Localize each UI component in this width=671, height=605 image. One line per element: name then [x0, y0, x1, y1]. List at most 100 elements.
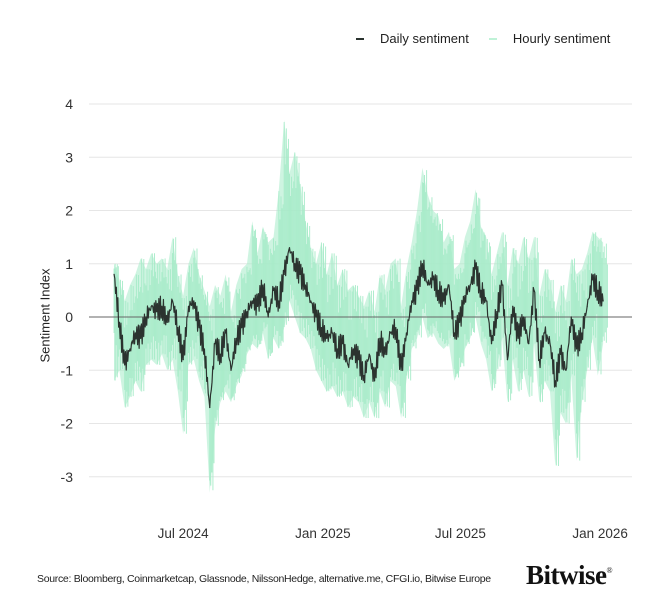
- legend-item-daily: Daily sentiment: [356, 31, 469, 46]
- daily-point: [368, 353, 370, 355]
- y-tick-label: 1: [65, 256, 73, 272]
- daily-point: [315, 316, 317, 318]
- daily-point: [549, 343, 551, 345]
- daily-point: [347, 364, 349, 366]
- y-tick-label: 4: [65, 96, 73, 112]
- legend-label-hourly: Hourly sentiment: [512, 31, 611, 46]
- daily-point: [411, 300, 413, 302]
- daily-point: [161, 305, 163, 307]
- daily-point: [140, 337, 142, 339]
- daily-point: [134, 332, 136, 334]
- daily-point: [177, 327, 179, 329]
- daily-point: [501, 284, 503, 286]
- daily-point: [150, 305, 152, 307]
- x-tick-label: Jul 2024: [158, 526, 210, 541]
- daily-point: [358, 359, 360, 361]
- source-note: Source: Bloomberg, Coinmarketcap, Glassn…: [37, 573, 491, 585]
- y-tick-labels: 4 3 2 1 0 -1 -2 -3: [61, 96, 74, 485]
- y-tick-label: -2: [61, 416, 74, 432]
- daily-point: [469, 284, 471, 286]
- daily-series: [113, 247, 604, 409]
- daily-point: [198, 327, 200, 329]
- daily-point: [453, 332, 455, 334]
- daily-point: [246, 311, 248, 313]
- daily-point: [597, 289, 599, 291]
- y-tick-label: -1: [61, 362, 74, 378]
- daily-point: [379, 337, 381, 339]
- daily-point: [182, 359, 184, 361]
- daily-point: [586, 305, 588, 307]
- daily-point: [432, 279, 434, 281]
- daily-point: [602, 300, 604, 302]
- daily-point: [278, 300, 280, 302]
- daily-point: [342, 343, 344, 345]
- logo-text: Bitwise: [526, 560, 607, 590]
- daily-point: [373, 380, 376, 382]
- daily-point: [187, 305, 190, 307]
- daily-point: [193, 300, 195, 302]
- daily-point: [326, 337, 328, 339]
- daily-point: [591, 279, 594, 281]
- daily-point: [209, 406, 211, 409]
- daily-point: [129, 348, 131, 350]
- daily-point: [416, 289, 418, 291]
- daily-point: [214, 343, 216, 345]
- daily-point: [560, 353, 562, 355]
- daily-point: [267, 316, 269, 318]
- daily-point: [118, 321, 120, 323]
- daily-point: [395, 327, 397, 329]
- legend-item-hourly: Hourly sentiment: [488, 31, 611, 46]
- daily-point: [565, 369, 567, 371]
- daily-point: [554, 380, 556, 382]
- daily-point: [490, 343, 493, 345]
- daily-point: [459, 321, 461, 323]
- daily-point: [421, 263, 423, 265]
- y-tick-label: -3: [61, 469, 74, 485]
- daily-point: [288, 247, 291, 249]
- daily-point: [522, 316, 525, 318]
- legend-swatch-daily: [356, 37, 364, 40]
- y-axis-label: Sentiment Index: [37, 268, 53, 363]
- daily-point: [299, 273, 301, 275]
- daily-point: [389, 332, 392, 334]
- y-tick-label: 0: [65, 309, 73, 325]
- daily-point: [124, 364, 126, 366]
- bitwise-logo: Bitwise®: [526, 560, 613, 590]
- daily-point: [320, 327, 322, 329]
- daily-point: [517, 337, 519, 339]
- daily-point: [480, 289, 482, 291]
- daily-point: [283, 273, 285, 275]
- daily-point: [336, 348, 338, 350]
- daily-point: [225, 332, 227, 334]
- daily-point: [496, 311, 498, 313]
- x-tick-label: Jul 2025: [435, 526, 486, 541]
- daily-point: [230, 369, 232, 371]
- daily-point: [241, 327, 243, 329]
- daily-point: [506, 359, 509, 361]
- x-tick-label: Jan 2025: [295, 526, 351, 541]
- daily-point: [384, 353, 386, 355]
- daily-point: [581, 332, 583, 334]
- daily-point: [166, 321, 168, 323]
- daily-point: [251, 300, 253, 302]
- daily-point: [575, 348, 578, 350]
- daily-point: [310, 300, 312, 302]
- daily-point: [544, 332, 546, 334]
- daily-point: [294, 263, 296, 265]
- daily-point: [272, 289, 275, 291]
- daily-point: [363, 374, 365, 377]
- daily-point: [203, 348, 206, 350]
- legend-label-daily: Daily sentiment: [380, 31, 469, 46]
- daily-point: [145, 316, 147, 318]
- daily-point: [219, 353, 221, 355]
- daily-point: [533, 289, 535, 291]
- daily-point: [155, 311, 158, 313]
- daily-point: [448, 284, 450, 286]
- daily-point: [400, 369, 402, 371]
- daily-point: [570, 316, 572, 318]
- daily-point: [485, 300, 487, 302]
- x-tick-labels: Jul 2024 Jan 2025 Jul 2025 Jan 2026: [158, 526, 628, 541]
- daily-point: [171, 300, 174, 302]
- daily-point: [474, 268, 477, 270]
- daily-point: [113, 273, 115, 275]
